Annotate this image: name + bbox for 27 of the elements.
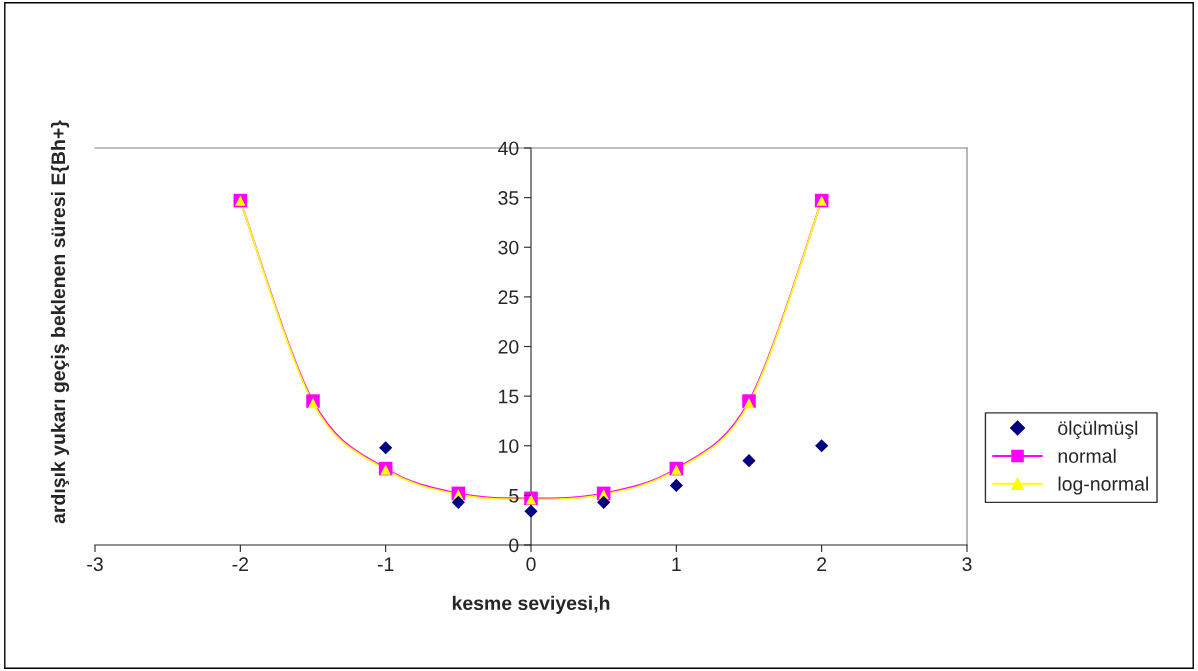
legend-label: ölçülmüşl (1058, 420, 1138, 439)
y-tick-label: 15 (499, 389, 519, 404)
point (669, 478, 683, 493)
x-tick-label: -3 (87, 557, 103, 572)
point (815, 439, 829, 453)
y-tick-label: 35 (498, 191, 519, 205)
point (379, 441, 393, 455)
y-tick-label: 0 (509, 538, 519, 553)
y-tick-label: 20 (498, 339, 519, 354)
x-tick-label: 1 (672, 557, 681, 571)
x-tick-label: 0 (526, 557, 536, 572)
legend-label: normal (1058, 448, 1116, 463)
x-tick-label: 3 (962, 557, 972, 572)
point (597, 495, 611, 509)
x-tick-label: -2 (232, 557, 248, 571)
y-axis-title: ardışık yukarı geçiş beklenen süresi E{Bh+} (50, 120, 70, 524)
y-tick-label: 10 (499, 439, 519, 453)
y-tick-label: 40 (498, 141, 519, 156)
x-axis-title: kesme seviyesi,h (452, 595, 610, 614)
legend-label: log-normal (1058, 476, 1148, 495)
y-tick-label: 25 (498, 290, 519, 305)
x-tick-label: 2 (817, 557, 827, 571)
x-tick-label: -1 (377, 557, 394, 571)
y-tick-label: 30 (498, 240, 519, 255)
point (524, 504, 538, 518)
point (451, 495, 465, 509)
point (742, 454, 756, 468)
